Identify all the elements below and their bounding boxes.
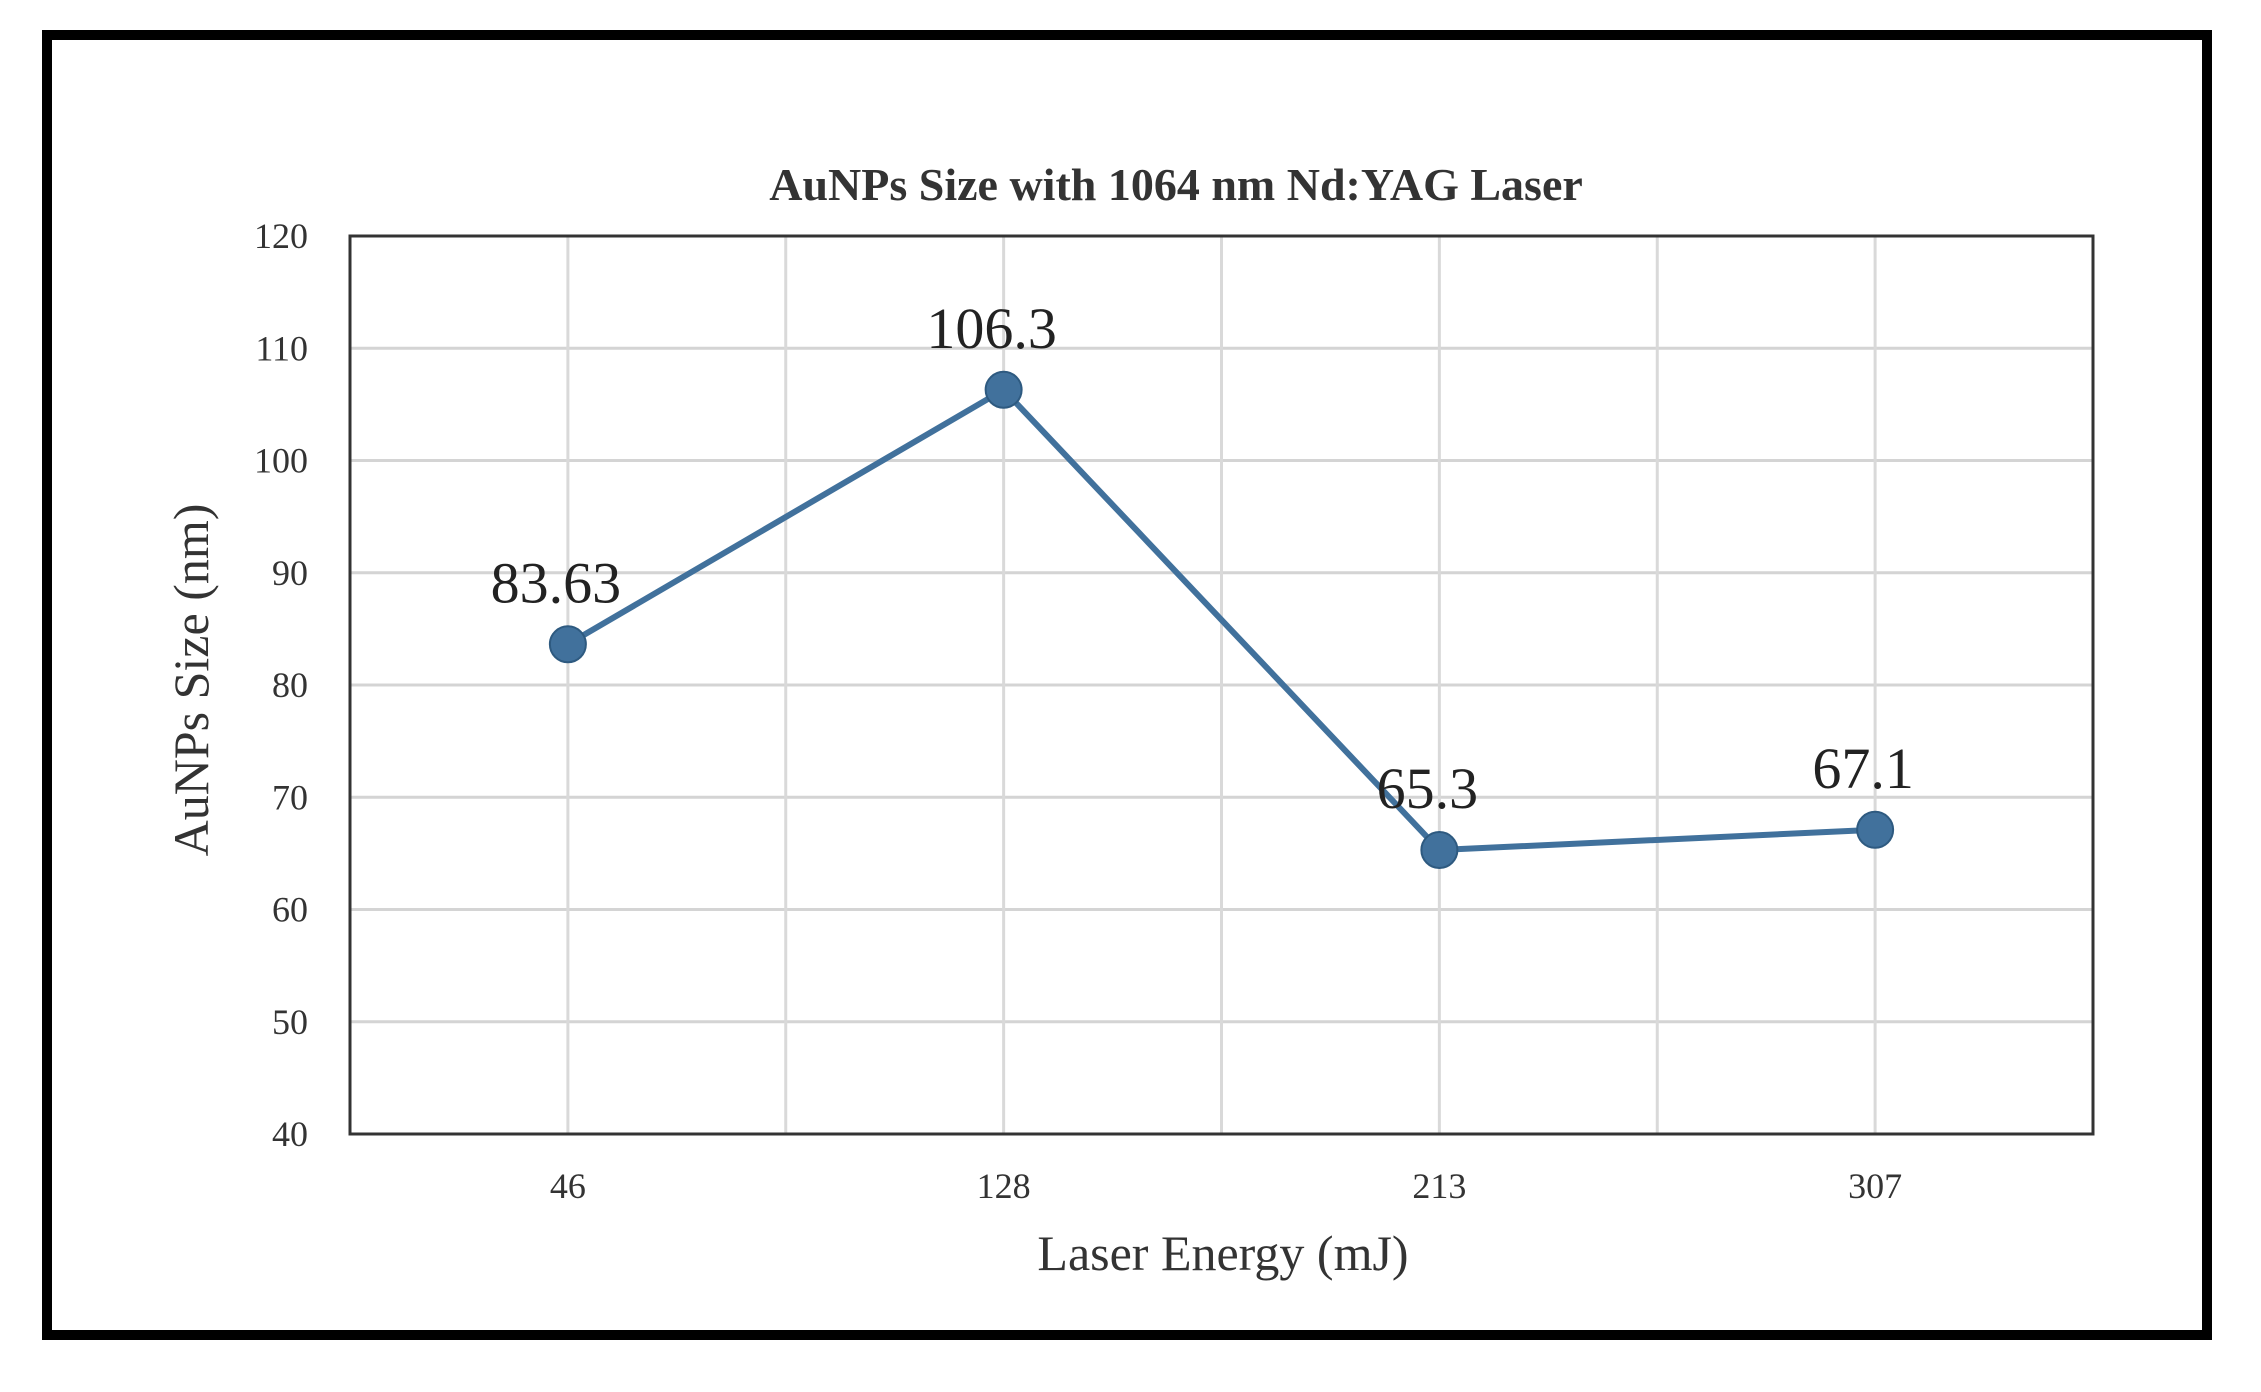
chart-title: AuNPs Size with 1064 nm Nd:YAG Laser [769,159,1583,210]
y-tick-label: 40 [272,1114,308,1154]
y-tick-label: 50 [272,1002,308,1042]
data-point [548,625,587,664]
data-point [984,370,1023,409]
grid-lines [350,234,2093,1136]
data-label: 83.63 [491,550,622,615]
series-line [566,386,1876,854]
y-tick-label: 70 [272,777,308,817]
data-label: 65.3 [1377,756,1479,821]
y-tick-label: 60 [272,890,308,930]
x-tick-label: 307 [1848,1166,1902,1206]
data-point [1856,810,1895,849]
y-tick-label: 80 [272,665,308,705]
plot-area [348,234,2095,1136]
y-axis-ticks: 40 50 60 70 80 90 100 110 120 [254,216,308,1154]
x-axis-label: Laser Energy (mJ) [1037,1225,1408,1281]
y-tick-label: 90 [272,553,308,593]
x-tick-label: 46 [550,1166,586,1206]
data-label: 67.1 [1812,736,1914,801]
y-tick-label: 100 [254,441,308,481]
y-axis-label: AuNPs Size (nm) [163,504,219,857]
x-tick-label: 213 [1412,1166,1466,1206]
y-tick-label: 110 [255,328,308,368]
data-point [1420,831,1459,870]
data-label: 106.3 [926,296,1057,361]
x-axis-ticks: 46 128 213 307 [550,1166,1902,1206]
y-tick-label: 120 [254,216,308,256]
x-tick-label: 128 [977,1166,1031,1206]
data-series: 83.63 106.3 65.3 67.1 [491,296,1914,870]
